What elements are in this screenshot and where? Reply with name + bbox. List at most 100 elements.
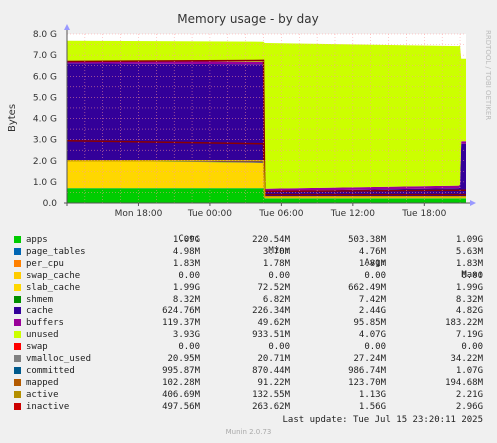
y-tick-label: 4.0 G — [33, 115, 57, 125]
legend-max-value: 2.21G — [455, 389, 483, 400]
legend-row: mapped 102.28M 91.22M 123.70M 194.68M — [0, 377, 497, 389]
y-tick-label: 0.0 — [43, 199, 58, 209]
legend-avg-value: 1.56G — [358, 401, 386, 412]
legend-swatch — [14, 378, 21, 386]
legend-row: page_tables 4.98M 3.70M 4.76M 5.63M — [0, 246, 497, 258]
legend-series-name: slab_cache — [26, 282, 81, 293]
legend-avg-value: 4.07G — [358, 330, 386, 341]
legend-cur-value: 3.93G — [172, 330, 200, 341]
line-inactive — [67, 160, 466, 198]
legend-row: committed 995.87M 870.44M 986.74M 1.07G — [0, 365, 497, 377]
legend-min-value: 91.22M — [257, 377, 290, 388]
legend-min-value: 933.51M — [252, 330, 290, 341]
legend-avg-value: 986.74M — [348, 365, 386, 376]
legend-min-value: 20.71M — [257, 354, 290, 364]
legend-series-name: shmem — [26, 294, 54, 305]
legend-min-value: 3.70M — [262, 246, 290, 257]
x-tick-label: Tue 12:00 — [330, 209, 375, 219]
legend-cur-value: 1.99G — [172, 282, 200, 293]
legend-min-value: 226.34M — [252, 306, 290, 317]
legend-max-value: 1.83M — [455, 258, 483, 269]
legend-row: cache 624.76M 226.34M 2.44G 4.82G — [0, 305, 497, 317]
legend-max-value: 183.22M — [445, 318, 483, 329]
y-axis-arrow — [64, 24, 70, 30]
legend-max-value: 0.00 — [461, 270, 483, 281]
legend-swatch — [14, 343, 21, 351]
legend-max-value: 194.68M — [445, 377, 483, 388]
legend-min-value: 49.62M — [257, 318, 290, 329]
legend-cur-value: 1.09G — [172, 235, 200, 245]
y-tick-label: 6.0 G — [33, 72, 57, 82]
legend-series-name: apps — [26, 235, 48, 245]
legend-swatch — [14, 390, 21, 398]
legend-row: inactive 497.56M 263.62M 1.56G 2.96G — [0, 401, 497, 413]
y-tick-label: 2.0 G — [33, 157, 57, 167]
legend-avg-value: 95.85M — [353, 318, 386, 329]
legend-swatch — [14, 247, 21, 255]
legend-row: vmalloc_used 20.95M 20.71M 27.24M 34.22M — [0, 353, 497, 365]
header-avg: Avg: — [364, 258, 386, 268]
y-tick-label: 8.0 G — [33, 30, 57, 40]
series-areas — [67, 40, 466, 203]
legend-cur-value: 8.32M — [172, 294, 200, 305]
legend-avg-value: 662.49M — [348, 282, 386, 293]
y-tick-label: 5.0 G — [33, 93, 57, 103]
legend-row: slab_cache 1.99G 72.52M 662.49M 1.99G — [0, 282, 497, 294]
y-tick-label: 1.0 G — [33, 178, 57, 188]
legend-avg-value: 7.42M — [358, 294, 386, 305]
legend-cur-value: 624.76M — [162, 306, 200, 317]
legend-swatch — [14, 355, 21, 362]
legend-max-value: 34.22M — [450, 354, 483, 364]
y-axis-label: Bytes — [7, 104, 18, 132]
series-lines — [66, 59, 467, 198]
legend-cur-value: 0.00 — [178, 342, 200, 353]
header-cur: Cur: — [178, 234, 200, 244]
legend-series-name: cache — [26, 306, 54, 317]
legend-min-value: 263.62M — [252, 401, 290, 412]
legend-cur-value: 20.95M — [167, 354, 200, 364]
x-tick-label: Tue 06:00 — [258, 209, 303, 219]
legend-swatch — [14, 271, 21, 279]
legend-row: swap_cache 0.00 0.00 0.00 0.00 — [0, 270, 497, 282]
legend-min-value: 0.00 — [268, 270, 290, 281]
memory-chart: Memory usage - by day Bytes RRDTOOL / TO… — [7, 12, 492, 219]
legend-avg-value: 0.00 — [364, 342, 386, 353]
legend-min-value: 6.82M — [262, 294, 290, 305]
legend-cur-value: 102.28M — [162, 377, 200, 388]
legend-max-value: 1.99G — [455, 282, 483, 293]
y-ticks: 0.0 1.0 G 2.0 G 3.0 G 4.0 G 5.0 G 6.0 G 7.0 G 8.… — [33, 30, 57, 209]
legend-series-name: swap — [26, 342, 48, 353]
legend-header: Cur: Min: Avg: Max: — [0, 221, 497, 280]
legend-swatch — [14, 319, 21, 327]
legend-swatch — [14, 402, 21, 410]
legend-row: active 406.69M 132.55M 1.13G 2.21G — [0, 389, 497, 401]
legend-series-name: vmalloc_used — [26, 354, 92, 364]
x-ticks: Mon 18:00 Tue 00:00 Tue 06:00 Tue 12:00 Tue … — [115, 203, 447, 219]
legend-avg-value: 1.13G — [358, 389, 386, 400]
legend-max-value: 1.07G — [455, 365, 483, 376]
legend-swatch — [14, 307, 21, 315]
line-active — [66, 59, 467, 193]
last-update: Last update: Tue Jul 15 23:20:11 2025 — [282, 415, 483, 425]
legend-max-value: 1.09G — [455, 235, 483, 245]
area-cache — [67, 63, 466, 197]
legend-swatch — [14, 283, 21, 291]
legend-cur-value: 497.56M — [162, 401, 200, 412]
legend-max-value: 0.00 — [461, 342, 483, 353]
legend-cur-value: 406.69M — [162, 389, 200, 400]
legend-series-name: swap_cache — [26, 270, 81, 281]
legend-swatch — [14, 236, 21, 243]
legend-swatch — [14, 259, 21, 267]
rrdtool-credit: RRDTOOL / TOBI OETIKER — [484, 30, 492, 120]
legend-cur-value: 0.00 — [178, 270, 200, 281]
legend-avg-value: 27.24M — [353, 354, 386, 364]
legend-min-value: 220.54M — [252, 235, 290, 245]
legend-max-value: 2.96G — [455, 401, 483, 412]
legend-avg-value: 4.76M — [358, 246, 386, 257]
legend-series-name: per_cpu — [26, 258, 64, 269]
legend-min-value: 0.00 — [268, 342, 290, 353]
legend-avg-value: 2.44G — [358, 306, 386, 317]
legend-min-value: 870.44M — [252, 365, 290, 376]
area-slab-cache — [67, 160, 466, 199]
legend-row: per_cpu 1.83M 1.78M 1.81M 1.83M — [0, 258, 497, 270]
